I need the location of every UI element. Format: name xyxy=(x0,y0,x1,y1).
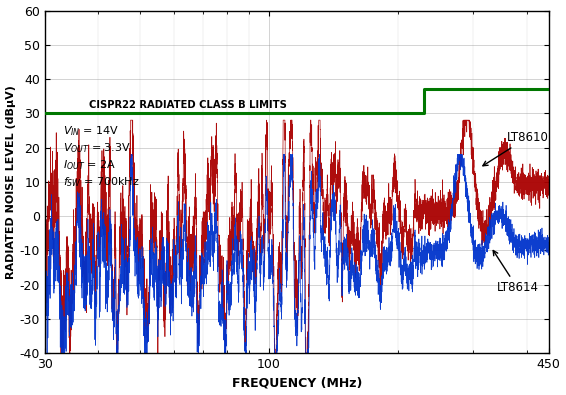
Text: LT8614: LT8614 xyxy=(493,250,538,294)
Text: LT8610: LT8610 xyxy=(483,131,549,166)
Text: $I_{OUT}$ = 2A: $I_{OUT}$ = 2A xyxy=(63,158,116,172)
Text: $V_{IN}$ = 14V: $V_{IN}$ = 14V xyxy=(63,124,119,137)
Text: $V_{OUT}$ = 3.3V: $V_{OUT}$ = 3.3V xyxy=(63,141,131,155)
Text: CISPR22 RADIATED CLASS B LIMITS: CISPR22 RADIATED CLASS B LIMITS xyxy=(89,100,287,110)
X-axis label: FREQUENCY (MHz): FREQUENCY (MHz) xyxy=(231,376,362,389)
Text: $f_{SW}$ = 700kHz: $f_{SW}$ = 700kHz xyxy=(63,175,139,189)
Y-axis label: RADIATED NOISE LEVEL (dBµV): RADIATED NOISE LEVEL (dBµV) xyxy=(6,85,15,279)
